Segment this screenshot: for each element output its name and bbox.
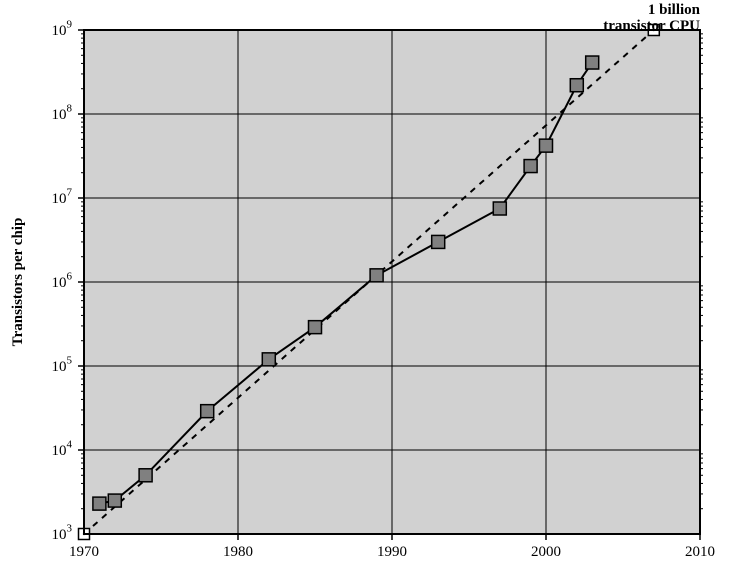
x-tick-label: 1970 bbox=[69, 544, 99, 560]
data-marker bbox=[108, 494, 121, 507]
data-marker bbox=[493, 202, 506, 215]
data-marker bbox=[93, 497, 106, 510]
chart-svg: 1970198019902000201010310410510610710810… bbox=[0, 0, 739, 588]
data-marker bbox=[370, 269, 383, 282]
x-tick-label: 1980 bbox=[223, 544, 253, 560]
x-tick-label: 1990 bbox=[377, 544, 407, 560]
x-tick-label: 2000 bbox=[531, 544, 561, 560]
data-marker bbox=[309, 321, 322, 334]
data-marker bbox=[139, 469, 152, 482]
data-marker bbox=[432, 235, 445, 248]
y-axis-label: Transistors per chip bbox=[10, 218, 26, 347]
data-marker bbox=[570, 79, 583, 92]
data-marker bbox=[524, 160, 537, 173]
data-marker bbox=[201, 405, 214, 418]
moores-law-chart: 1970198019902000201010310410510610710810… bbox=[0, 0, 739, 588]
data-marker bbox=[540, 139, 553, 152]
data-marker bbox=[586, 56, 599, 69]
x-tick-label: 2010 bbox=[685, 544, 715, 560]
data-marker bbox=[262, 353, 275, 366]
